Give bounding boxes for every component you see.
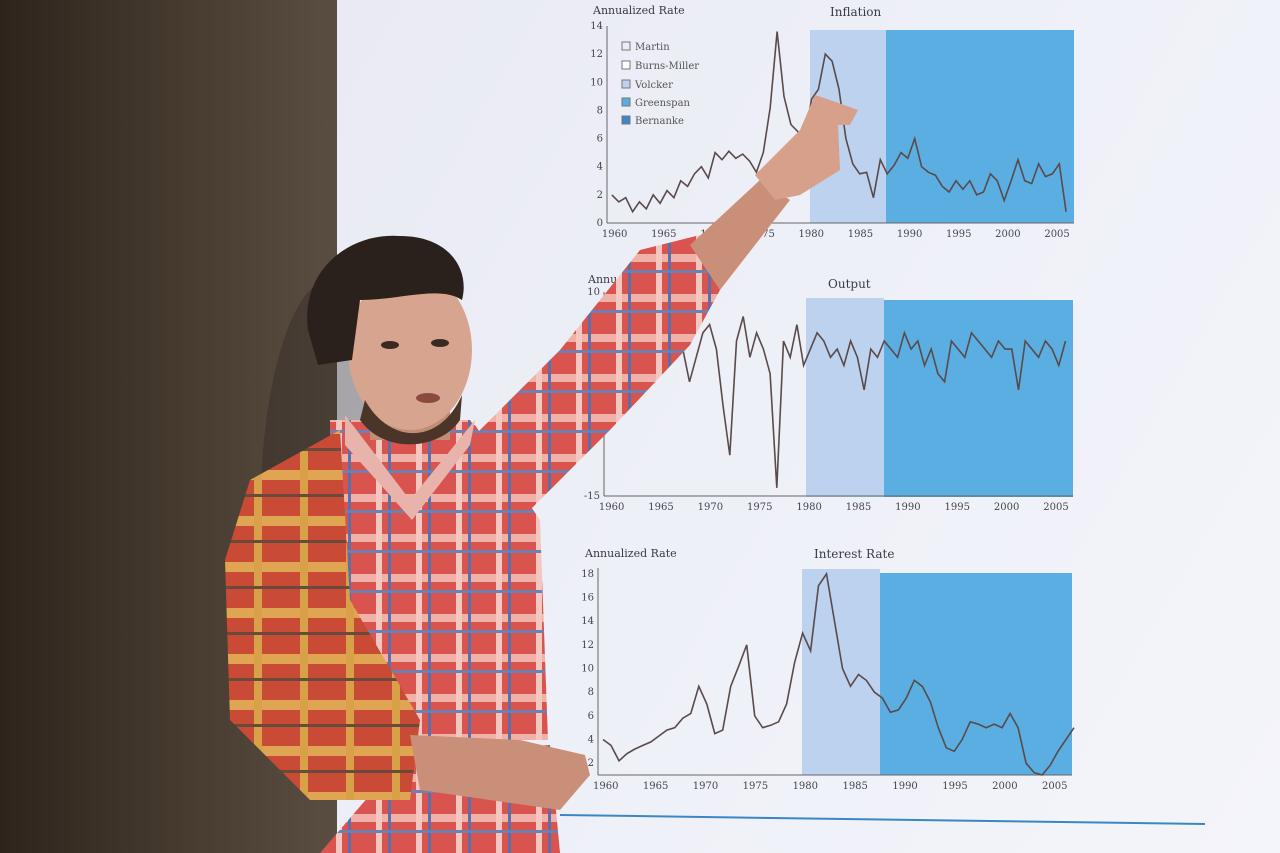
y-tick-label: 8 xyxy=(597,105,603,116)
y-tick-label: 4 xyxy=(597,162,603,173)
interest-rate-chart: Annualized Rate Interest Rate 2 4 6 8 10 12 14… xyxy=(581,547,1075,792)
inflation-ylabel: Annualized Rate xyxy=(592,4,685,17)
y-tick-label: 10 xyxy=(581,664,594,675)
y-tick-label: 10 xyxy=(587,287,600,298)
x-tick-label: 1965 xyxy=(648,502,673,513)
x-tick-label: 1975 xyxy=(743,781,768,792)
x-tick-label: 1960 xyxy=(602,229,627,240)
x-tick-label: 1995 xyxy=(945,502,970,513)
x-tick-label: 1965 xyxy=(643,781,668,792)
interest-ylabel: Annualized Rate xyxy=(584,547,677,560)
y-tick-label: 8 xyxy=(588,687,594,698)
x-tick-label: 2000 xyxy=(992,781,1017,792)
x-tick-label: 2000 xyxy=(994,502,1019,513)
x-tick-label: 1975 xyxy=(747,502,772,513)
inflation-chart: Annualized Rate Inflation 0 2 4 6 8 10 12 14 19… xyxy=(590,4,1074,240)
x-tick-label: 1980 xyxy=(793,781,818,792)
output-title: Output xyxy=(828,277,871,291)
legend-greenspan: Greenspan xyxy=(635,98,691,109)
y-tick-label: 10 xyxy=(590,77,603,88)
legend-burns-miller: Burns-Miller xyxy=(635,61,699,72)
x-tick-label: 1990 xyxy=(897,229,922,240)
x-tick-label: 1990 xyxy=(892,781,917,792)
x-tick-label: 2005 xyxy=(1043,502,1068,513)
x-tick-label: 2005 xyxy=(1042,781,1067,792)
x-tick-label: 1980 xyxy=(799,229,824,240)
y-tick-label: 18 xyxy=(581,569,594,580)
x-tick-label: 1995 xyxy=(946,229,971,240)
y-tick-label: 6 xyxy=(588,711,594,722)
y-tick-label: 14 xyxy=(581,616,594,627)
legend-volcker: Volcker xyxy=(634,80,673,91)
legend-bernanke: Bernanke xyxy=(635,116,684,127)
x-tick-label: 1960 xyxy=(599,502,624,513)
x-tick-label: 1985 xyxy=(846,502,871,513)
y-tick-label: 12 xyxy=(581,640,594,651)
x-tick-label: 2000 xyxy=(995,229,1020,240)
y-tick-label: 12 xyxy=(590,49,603,60)
x-tick-label: 1960 xyxy=(593,781,618,792)
y-tick-label: 0 xyxy=(597,218,603,229)
y-tick-label: 14 xyxy=(590,21,603,32)
interest-series-line xyxy=(602,571,1075,776)
interest-title: Interest Rate xyxy=(814,547,894,561)
output-ylabel: Annualized Rate xyxy=(587,273,680,286)
burns-miller-shade xyxy=(806,298,884,497)
x-tick-label: 1970 xyxy=(698,502,723,513)
output-chart: Annualized Rate Output 10 -15 1960 1965 197… xyxy=(584,273,1073,513)
x-tick-label: 1965 xyxy=(651,229,676,240)
x-tick-label: 1985 xyxy=(848,229,873,240)
x-tick-label: 1970 xyxy=(700,229,725,240)
y-tick-label: 6 xyxy=(597,134,603,145)
inflation-series-line xyxy=(611,31,1067,214)
legend-martin: Martin xyxy=(635,42,670,53)
y-tick-label: 2 xyxy=(597,190,603,201)
x-tick-label: 1985 xyxy=(842,781,867,792)
greenspan-shade xyxy=(880,573,1072,775)
x-tick-label: 1990 xyxy=(895,502,920,513)
x-tick-label: 1995 xyxy=(942,781,967,792)
inflation-title: Inflation xyxy=(830,5,882,19)
burns-miller-shade xyxy=(802,569,880,775)
inflation-legend: Martin Burns-Miller Volcker Greenspan Be… xyxy=(621,41,699,127)
x-tick-label: 1975 xyxy=(749,229,774,240)
greenspan-shade xyxy=(886,30,1074,223)
y-tick-label: 2 xyxy=(588,758,594,769)
y-tick-label: 4 xyxy=(588,735,594,746)
greenspan-shade xyxy=(884,300,1073,497)
x-tick-label: 2005 xyxy=(1044,229,1069,240)
y-tick-label: -15 xyxy=(584,491,600,502)
x-tick-label: 1980 xyxy=(796,502,821,513)
y-tick-label: 16 xyxy=(581,593,594,604)
screen-bottom-rule xyxy=(559,814,1206,825)
x-tick-label: 1970 xyxy=(693,781,718,792)
